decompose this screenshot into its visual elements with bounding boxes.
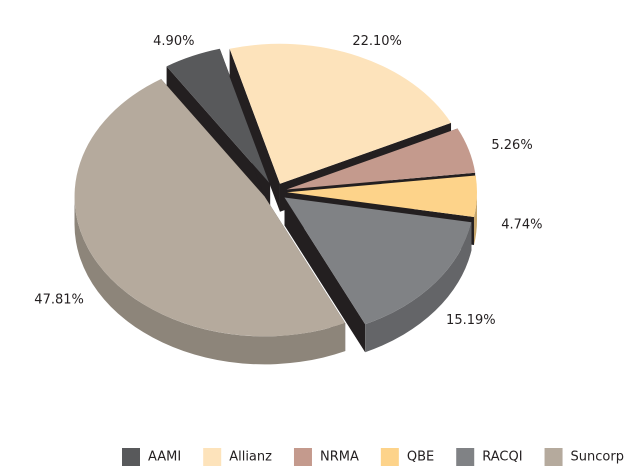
data-label: 15.19% [446, 313, 496, 328]
legend-label: RACQI [482, 450, 522, 465]
legend-swatch [544, 448, 563, 466]
data-label: 22.10% [352, 34, 402, 49]
legend-label: QBE [407, 450, 434, 465]
slice-wall [229, 48, 280, 212]
slice-side [365, 222, 472, 353]
slice [74, 78, 346, 337]
legend-swatch [456, 448, 475, 466]
slice [284, 197, 472, 325]
slice [229, 43, 452, 184]
legend-label: Allianz [229, 450, 272, 465]
data-label: 47.81% [34, 293, 84, 308]
slice-wall [284, 197, 366, 353]
slice-side [473, 192, 477, 246]
data-label: 5.26% [491, 138, 532, 153]
slice-side [74, 196, 346, 365]
legend-label: AAMI [148, 450, 181, 465]
data-label: 4.74% [501, 217, 542, 232]
legend-swatch [203, 448, 222, 466]
legend-swatch [380, 448, 399, 466]
slice [286, 128, 476, 190]
legend-label: Suncorp [571, 450, 624, 465]
legend-swatch [122, 448, 140, 466]
slice [166, 48, 271, 184]
legend-swatch [293, 448, 312, 466]
legend-label: NRMA [320, 450, 359, 465]
data-label: 4.90% [153, 34, 194, 49]
slice [286, 175, 477, 218]
